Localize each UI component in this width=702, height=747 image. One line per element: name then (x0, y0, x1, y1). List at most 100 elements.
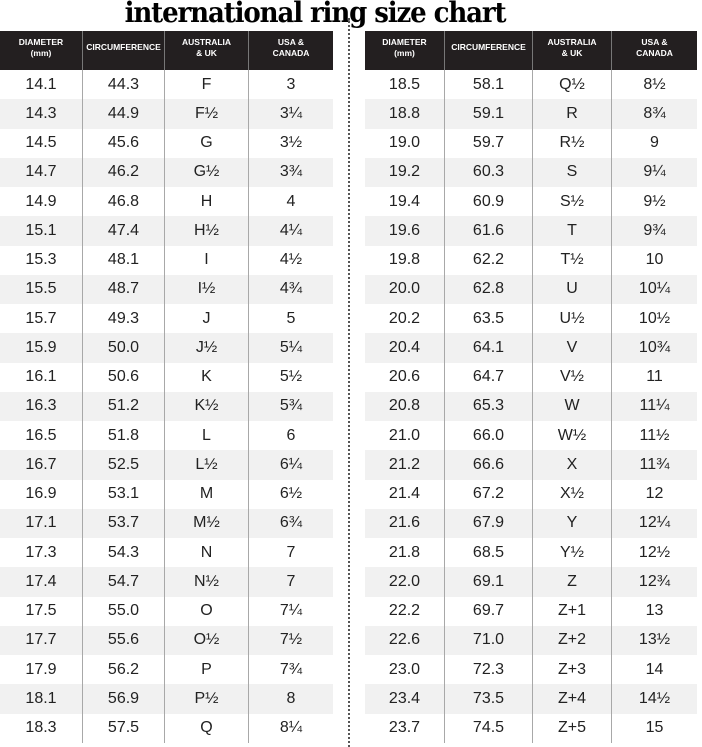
cell-diameter: 16.7 (0, 450, 83, 480)
cell-australia-uk: J½ (165, 333, 249, 363)
cell-usa-canada: 10¾ (638, 338, 671, 356)
cell-usa-canada: 11½ (639, 426, 670, 444)
cell-usa-canada: 14 (645, 660, 664, 678)
cell-circumference: 56.9 (83, 684, 165, 714)
cell-diameter: 17.7 (0, 625, 83, 655)
cell-usa-canada: 6¾ (279, 514, 303, 532)
table-row: 14.9 46.8 H 4 (0, 187, 333, 217)
cell-circumference: 59.1 (445, 99, 533, 129)
cell-usa-canada: 13½ (638, 631, 671, 649)
table-row: 16.7 52.5 L½ 6¼ (0, 450, 333, 480)
cell-australia-uk: Z (533, 567, 612, 597)
cell-australia-uk: Y (533, 508, 612, 538)
table-row: 17.1 53.7 M½ 6¾ (0, 508, 333, 538)
header-usa-canada: USA & CANADA (636, 36, 673, 58)
cell-australia-uk: L (165, 421, 249, 451)
table-row: 20.0 62.8 U 10¼ (365, 274, 697, 304)
cell-usa-canada: 6 (286, 426, 296, 444)
cell-diameter: 20.2 (365, 304, 445, 334)
cell-circumference: 49.3 (83, 304, 165, 334)
cell-australia-uk: Z+4 (533, 684, 612, 714)
cell-usa-canada: 10¼ (638, 280, 671, 298)
cell-diameter: 20.8 (365, 391, 445, 421)
cell-diameter: 23.7 (365, 713, 445, 743)
table-row: 16.3 51.2 K½ 5¾ (0, 391, 333, 421)
cell-australia-uk: S½ (533, 187, 612, 217)
cell-diameter: 23.4 (365, 684, 445, 714)
cell-usa-canada: 9¼ (643, 163, 666, 181)
cell-usa-canada: 4¼ (279, 221, 303, 239)
cell-diameter: 19.4 (365, 187, 445, 217)
table-row: 21.4 67.2 X½ 12 (365, 479, 697, 509)
table-row: 15.7 49.3 J 5 (0, 304, 333, 334)
cell-usa-canada: 9¾ (643, 221, 666, 239)
cell-australia-uk: F½ (165, 99, 249, 129)
ring-size-table-left: DIAMETER (mm) CIRCUMFERENCE AUSTRALIA & UK… (0, 31, 333, 743)
header-usa-canada: USA & CANADA (272, 36, 310, 58)
cell-circumference: 62.2 (445, 245, 533, 275)
cell-australia-uk: Y½ (533, 538, 612, 568)
cell-diameter: 20.6 (365, 362, 445, 392)
table-row: 17.7 55.6 O½ 7½ (0, 625, 333, 655)
cell-usa-canada: 12¼ (638, 514, 671, 532)
cell-circumference: 63.5 (445, 304, 533, 334)
cell-diameter: 16.3 (0, 391, 83, 421)
cell-diameter: 21.2 (365, 450, 445, 480)
cell-usa-canada: 9 (650, 134, 659, 152)
cell-circumference: 69.1 (445, 567, 533, 597)
cell-australia-uk: R (533, 99, 612, 129)
cell-australia-uk: Z+5 (533, 713, 612, 743)
cell-usa-canada: 8 (286, 689, 296, 707)
cell-diameter: 17.4 (0, 567, 83, 597)
cell-circumference: 72.3 (445, 655, 533, 685)
table-row: 14.5 45.6 G 3½ (0, 128, 333, 158)
cell-usa-canada: 4 (286, 192, 296, 210)
table-row: 15.5 48.7 I½ 4¾ (0, 274, 333, 304)
cell-diameter: 18.1 (0, 684, 83, 714)
cell-circumference: 66.0 (445, 421, 533, 451)
header-australia-uk: AUSTRALIA & UK (165, 31, 249, 70)
table-row: 20.4 64.1 V 10¾ (365, 333, 697, 363)
cell-circumference: 64.7 (445, 362, 533, 392)
cell-australia-uk: K (165, 362, 249, 392)
table-row: 19.0 59.7 R½ 9 (365, 128, 697, 158)
table-row: 22.0 69.1 Z 12¾ (365, 567, 697, 597)
cell-circumference: 45.6 (83, 128, 165, 158)
cell-diameter: 18.5 (365, 70, 445, 100)
ring-size-table-right: DIAMETER (mm) CIRCUMFERENCE AUSTRALIA & UK… (365, 31, 697, 743)
cell-usa-canada: 3¼ (279, 104, 303, 122)
table-row: 14.7 46.2 G½ 3¾ (0, 157, 333, 187)
table-row: 17.4 54.7 N½ 7 (0, 567, 333, 597)
cell-circumference: 69.7 (445, 596, 533, 626)
cell-diameter: 21.0 (365, 421, 445, 451)
cell-diameter: 22.6 (365, 625, 445, 655)
cell-australia-uk: O (165, 596, 249, 626)
page-title: international ring size chart (124, 0, 507, 29)
cell-diameter: 22.2 (365, 596, 445, 626)
cell-circumference: 53.1 (83, 479, 165, 509)
cell-usa-canada: 7 (286, 543, 296, 561)
table-row: 16.9 53.1 M 6½ (0, 479, 333, 509)
cell-australia-uk: W (533, 391, 612, 421)
cell-australia-uk: F (165, 70, 249, 100)
cell-circumference: 46.2 (83, 157, 165, 187)
table-row: 16.5 51.8 L 6 (0, 421, 333, 451)
cell-usa-canada: 8½ (643, 75, 666, 93)
table-row: 18.3 57.5 Q 8¼ (0, 713, 333, 743)
header-circumference: CIRCUMFERENCE (445, 31, 533, 70)
table-row: 19.6 61.6 T 9¾ (365, 216, 697, 246)
table-row: 17.3 54.3 N 7 (0, 538, 333, 568)
cell-usa-canada: 6¼ (279, 455, 303, 473)
cell-circumference: 46.8 (83, 187, 165, 217)
cell-usa-canada: 12½ (638, 543, 671, 561)
cell-circumference: 44.3 (83, 70, 165, 100)
table-row: 14.3 44.9 F½ 3¼ (0, 99, 333, 129)
cell-australia-uk: N½ (165, 567, 249, 597)
cell-usa-canada: 12 (645, 485, 664, 503)
cell-diameter: 14.7 (0, 157, 83, 187)
cell-circumference: 54.7 (83, 567, 165, 597)
cell-diameter: 14.5 (0, 128, 83, 158)
cell-usa-canada: 12¾ (638, 572, 671, 590)
cell-australia-uk: G (165, 128, 249, 158)
table-row: 15.3 48.1 I 4½ (0, 245, 333, 275)
